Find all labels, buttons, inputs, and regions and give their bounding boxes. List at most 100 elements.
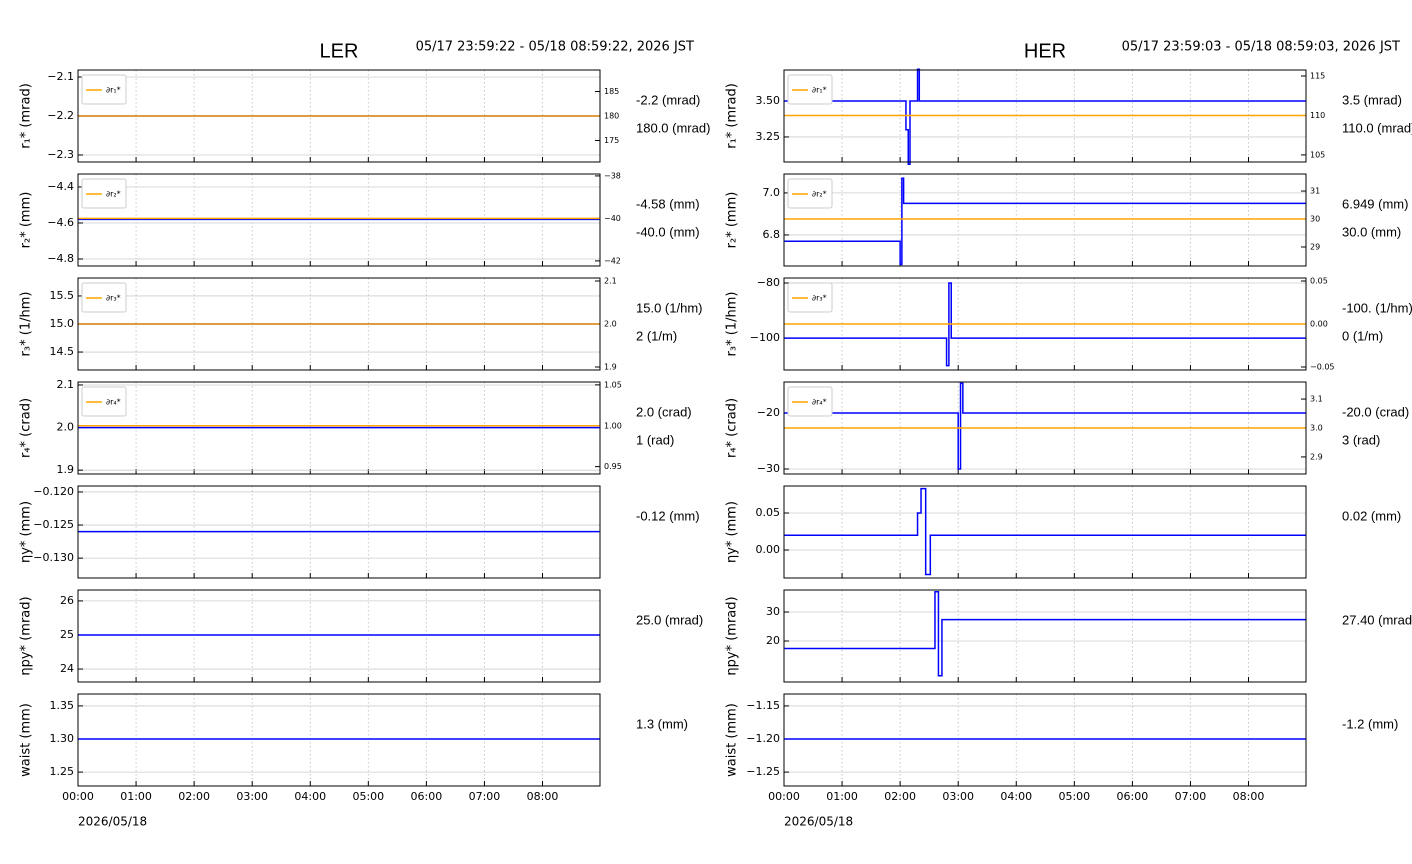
y-tick-label: −0.120 — [33, 485, 74, 498]
legend-box — [81, 74, 127, 105]
y-axis-label: r₃* (1/hm) — [725, 292, 740, 357]
y-tick-label: −2.2 — [47, 109, 74, 122]
readout: -2.2 (mrad) — [636, 92, 700, 107]
time-range: 05/17 23:59:03 - 05/18 08:59:03, 2026 JS… — [1122, 40, 1400, 55]
legend-box — [81, 386, 127, 417]
y-axis-label: r₄* (crad) — [19, 398, 34, 458]
y-tick-label: −0.125 — [33, 518, 74, 531]
y-tick-label: 6.8 — [763, 228, 781, 241]
y-axis-label: r₂* (mm) — [725, 192, 740, 249]
y-tick-label: 0.05 — [756, 506, 781, 519]
y2-tick-label: 1.05 — [604, 380, 622, 389]
series-line — [784, 590, 1306, 677]
y2-tick-label: −42 — [604, 256, 621, 265]
legend-box — [787, 178, 833, 209]
readout: -40.0 (mm) — [636, 224, 700, 239]
y-tick-label: 3.50 — [756, 94, 781, 107]
y2-tick-label: 2.0 — [604, 320, 617, 329]
time-range: 05/17 23:59:22 - 05/18 08:59:22, 2026 JS… — [416, 40, 694, 55]
legend-label: ∂r₁* — [812, 86, 827, 95]
readout: -20.0 (crad) — [1342, 404, 1409, 419]
plot-frame — [77, 69, 601, 163]
y-axis-label: waist (mm) — [725, 703, 740, 777]
y2-tick-label: 3.1 — [1310, 395, 1323, 404]
series-line — [784, 487, 1306, 576]
y2-tick-label: 180 — [604, 112, 619, 121]
y-tick-label: −1.20 — [746, 732, 780, 745]
y-tick-label: 15.5 — [50, 289, 75, 302]
x-tick-label: 00:00 — [768, 790, 800, 803]
legend-box — [787, 386, 833, 417]
plot-frame — [77, 381, 601, 475]
y-tick-label: 2.0 — [57, 421, 75, 434]
series-line — [784, 382, 1306, 470]
y-axis-label: ηpy* (mrad) — [725, 596, 740, 675]
y-axis-label: ηy* (mm) — [725, 501, 740, 563]
y-axis-label: r₁* (mrad) — [725, 83, 740, 149]
readout: -4.58 (mm) — [636, 196, 700, 211]
y2-tick-label: 0.00 — [1310, 320, 1328, 329]
y2-tick-label: 3.0 — [1310, 424, 1323, 433]
legend-label: ∂r₄* — [812, 398, 827, 407]
y-axis-label: waist (mm) — [19, 703, 34, 777]
readout: 180.0 (mrad) — [636, 120, 710, 135]
plot-frame — [783, 381, 1307, 475]
y2-tick-label: 110 — [1310, 111, 1325, 120]
y2-tick-label: 115 — [1310, 71, 1325, 80]
x-axis-date: 2026/05/18 — [784, 815, 853, 829]
readout: 3.5 (mrad) — [1342, 92, 1402, 107]
x-tick-label: 02:00 — [178, 790, 210, 803]
y-tick-label: 1.25 — [50, 765, 75, 778]
y-tick-label: 30 — [766, 605, 780, 618]
y2-tick-label: 29 — [1310, 242, 1320, 251]
readout: 27.40 (mrad) — [1342, 612, 1412, 627]
x-tick-label: 05:00 — [352, 790, 384, 803]
y-axis-label: r₁* (mrad) — [19, 83, 34, 149]
y-tick-label: 24 — [60, 662, 74, 675]
y-tick-label: 1.30 — [50, 732, 75, 745]
y-tick-label: −20 — [757, 406, 780, 419]
y-tick-label: 25 — [60, 628, 74, 641]
series-line — [784, 177, 1306, 266]
legend-box — [81, 178, 127, 209]
readout: -1.2 (mm) — [1342, 716, 1398, 731]
readout: 1.3 (mm) — [636, 716, 688, 731]
readout: -0.12 (mm) — [636, 508, 700, 523]
y2-tick-label: 1.00 — [604, 421, 622, 430]
y2-tick-label: 0.95 — [604, 462, 622, 471]
y2-tick-label: 30 — [1310, 215, 1320, 224]
y-tick-label: −2.1 — [47, 70, 74, 83]
plot-frame — [783, 173, 1307, 267]
x-tick-label: 03:00 — [942, 790, 974, 803]
y-tick-label: −1.25 — [746, 765, 780, 778]
y-axis-label: ηy* (mm) — [19, 501, 34, 563]
x-tick-label: 01:00 — [120, 790, 152, 803]
y-tick-label: 1.35 — [50, 699, 75, 712]
y2-tick-label: −0.05 — [1310, 362, 1335, 371]
legend-label: ∂r₂* — [812, 190, 827, 199]
series-line — [784, 68, 1306, 166]
readout: 2.0 (crad) — [636, 404, 692, 419]
legend-label: ∂r₄* — [106, 398, 121, 407]
readout: 15.0 (1/hm) — [636, 300, 702, 315]
y-tick-label: −1.15 — [746, 699, 780, 712]
x-tick-label: 03:00 — [236, 790, 268, 803]
x-tick-label: 06:00 — [411, 790, 443, 803]
y-tick-label: 20 — [766, 634, 780, 647]
y2-tick-label: 105 — [1310, 150, 1325, 159]
y-tick-label: 7.0 — [763, 186, 781, 199]
x-tick-label: 00:00 — [62, 790, 94, 803]
legend-label: ∂r₁* — [106, 86, 121, 95]
y-tick-label: 1.9 — [57, 463, 75, 476]
plot-frame — [77, 277, 601, 371]
y-axis-label: r₄* (crad) — [725, 398, 740, 458]
legend-label: ∂r₂* — [106, 190, 121, 199]
y-tick-label: 3.25 — [756, 130, 781, 143]
plot-frame — [783, 485, 1307, 579]
legend-label: ∂r₃* — [812, 294, 827, 303]
plot-frame — [77, 173, 601, 267]
y-axis-label: r₂* (mm) — [19, 192, 34, 249]
x-tick-label: 05:00 — [1058, 790, 1090, 803]
y-tick-label: −100 — [750, 331, 780, 344]
